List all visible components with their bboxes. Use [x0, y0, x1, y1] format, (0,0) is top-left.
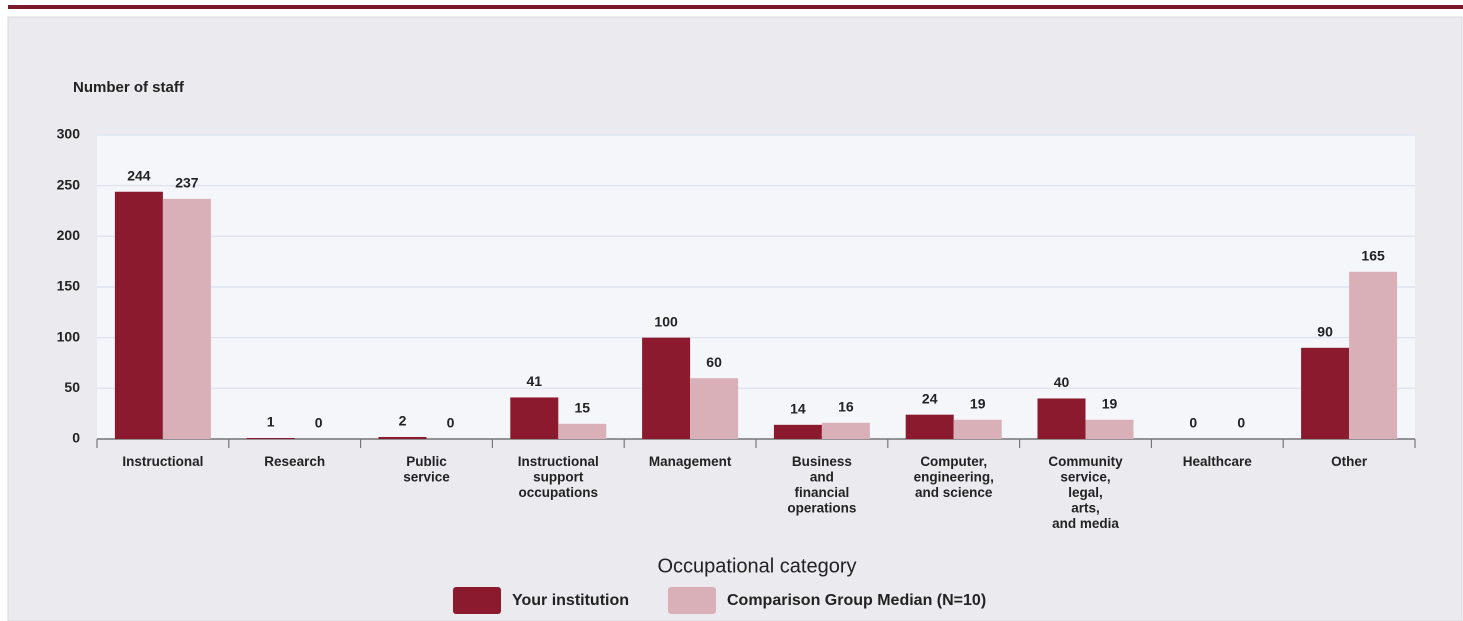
- bar: [821, 422, 870, 439]
- y-tick-label: 200: [57, 227, 81, 243]
- y-tick-label: 50: [64, 379, 80, 395]
- y-tick-label: 0: [72, 430, 80, 446]
- x-tick-label: Computer, engineering, and science: [914, 454, 994, 500]
- data-label: 1: [267, 414, 275, 430]
- data-label: 40: [1054, 374, 1070, 390]
- x-tick-label: Healthcare: [1183, 454, 1253, 469]
- bar: [1349, 271, 1398, 439]
- data-label: 19: [1102, 395, 1118, 411]
- bar: [953, 419, 1002, 439]
- x-tick-label: Other: [1331, 454, 1368, 469]
- x-tick-label: Community service, legal, arts, and media: [1048, 454, 1123, 531]
- x-tick-label: Business and financial operations: [787, 454, 856, 516]
- x-tick-label: Public service: [403, 454, 450, 485]
- y-tick-label: 250: [57, 176, 81, 192]
- x-tick-label: Research: [264, 454, 325, 469]
- bar: [246, 437, 295, 439]
- data-label: 0: [315, 415, 323, 431]
- data-label: 100: [654, 313, 678, 329]
- data-label: 14: [790, 401, 806, 417]
- legend-label: Comparison Group Median (N=10): [727, 592, 986, 609]
- bar: [773, 424, 822, 439]
- x-tick-label: Instructional: [122, 454, 203, 469]
- legend-label: Your institution: [512, 592, 629, 609]
- data-label: 244: [127, 167, 151, 183]
- data-label: 16: [838, 398, 854, 414]
- data-label: 90: [1317, 324, 1333, 340]
- bar: [690, 378, 739, 439]
- data-label: 237: [175, 175, 199, 191]
- x-axis-label: Occupational category: [657, 555, 856, 577]
- data-label: 0: [1237, 415, 1245, 431]
- legend-swatch: [453, 587, 501, 614]
- data-label: 165: [1361, 248, 1385, 264]
- legend-swatch: [668, 587, 716, 614]
- data-label: 0: [1189, 415, 1197, 431]
- bar: [378, 436, 427, 439]
- data-label: 19: [970, 395, 986, 411]
- bar: [558, 423, 607, 439]
- data-label: 41: [527, 373, 543, 389]
- data-label: 2: [399, 413, 407, 429]
- data-label: 24: [922, 390, 938, 406]
- bar: [1085, 419, 1134, 439]
- bar: [1037, 398, 1086, 439]
- data-label: 15: [575, 400, 591, 416]
- bar: [642, 337, 691, 439]
- y-axis-label: Number of staff: [73, 79, 185, 96]
- y-tick-label: 150: [57, 278, 81, 294]
- bar: [1301, 347, 1350, 439]
- x-tick-label: Instructional support occupations: [518, 454, 599, 500]
- x-tick-label: Management: [649, 454, 732, 469]
- data-label: 60: [706, 354, 722, 370]
- top-rule: [8, 5, 1463, 9]
- bar: [114, 191, 163, 439]
- data-label: 0: [447, 415, 455, 431]
- y-tick-label: 100: [57, 328, 81, 344]
- bar: [510, 397, 559, 439]
- bar: [162, 198, 211, 439]
- y-tick-label: 300: [57, 126, 81, 142]
- bar: [905, 414, 954, 439]
